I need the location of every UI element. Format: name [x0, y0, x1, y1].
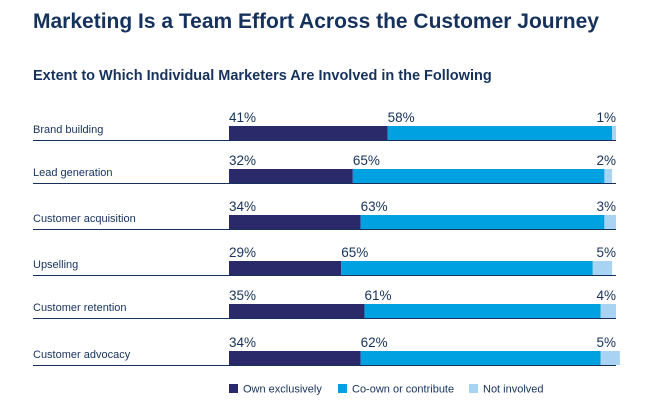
value-label-customer-acquisition-not-involved: 3% [596, 199, 616, 214]
value-label-brand-building-own-exclusively: 41% [229, 110, 256, 125]
bar-customer-acquisition-own-exclusively [229, 215, 361, 229]
legend-swatch-own-exclusively [229, 384, 238, 393]
value-label-customer-acquisition-co-own-or-contribute: 63% [361, 199, 388, 214]
value-label-upselling-co-own-or-contribute: 65% [341, 245, 368, 260]
legend-label-own-exclusively: Own exclusively [243, 384, 322, 396]
bar-customer-acquisition-co-own-or-contribute [360, 215, 605, 229]
bar-customer-retention-own-exclusively [229, 304, 365, 318]
bar-customer-advocacy-own-exclusively [229, 351, 361, 365]
category-label-customer-acquisition: Customer acquisition [33, 213, 136, 225]
value-label-customer-acquisition-own-exclusively: 34% [229, 199, 256, 214]
value-label-upselling-not-involved: 5% [596, 245, 616, 260]
value-label-customer-advocacy-co-own-or-contribute: 62% [361, 335, 388, 350]
legend-swatch-co-own-or-contribute [338, 384, 347, 393]
bar-brand-building-not-involved [612, 126, 616, 140]
legend-swatch-not-involved [469, 384, 478, 393]
bar-customer-retention-not-involved [600, 304, 616, 318]
bar-customer-retention-co-own-or-contribute [364, 304, 601, 318]
value-label-lead-generation-not-involved: 2% [596, 153, 616, 168]
value-label-brand-building-co-own-or-contribute: 58% [388, 110, 415, 125]
bar-customer-acquisition-not-involved [604, 215, 616, 229]
category-label-lead-generation: Lead generation [33, 167, 113, 179]
value-label-customer-retention-own-exclusively: 35% [229, 288, 256, 303]
bar-customer-advocacy-co-own-or-contribute [360, 351, 601, 365]
category-label-customer-retention: Customer retention [33, 302, 127, 314]
bar-lead-generation-co-own-or-contribute [352, 169, 605, 183]
value-label-customer-retention-co-own-or-contribute: 61% [364, 288, 391, 303]
bar-brand-building-own-exclusively [229, 126, 388, 140]
bar-upselling-own-exclusively [229, 261, 342, 275]
value-label-upselling-own-exclusively: 29% [229, 245, 256, 260]
category-label-customer-advocacy: Customer advocacy [33, 349, 131, 361]
value-label-customer-advocacy-not-involved: 5% [596, 335, 616, 350]
category-label-brand-building: Brand building [33, 124, 103, 136]
bar-customer-advocacy-not-involved [600, 351, 620, 365]
value-label-customer-retention-not-involved: 4% [596, 288, 616, 303]
value-label-customer-advocacy-own-exclusively: 34% [229, 335, 256, 350]
legend-label-not-involved: Not involved [483, 384, 544, 396]
chart-subtitle: Extent to Which Individual Marketers Are… [33, 68, 492, 84]
bar-lead-generation-own-exclusively [229, 169, 353, 183]
value-label-lead-generation-own-exclusively: 32% [229, 153, 256, 168]
bar-upselling-co-own-or-contribute [341, 261, 593, 275]
bar-upselling-not-involved [592, 261, 613, 275]
bar-brand-building-co-own-or-contribute [387, 126, 613, 140]
chart-title: Marketing Is a Team Effort Across the Cu… [33, 10, 599, 33]
bar-lead-generation-not-involved [604, 169, 613, 183]
legend-label-co-own-or-contribute: Co-own or contribute [352, 384, 454, 396]
value-label-lead-generation-co-own-or-contribute: 65% [353, 153, 380, 168]
value-label-brand-building-not-involved: 1% [596, 110, 616, 125]
category-label-upselling: Upselling [33, 259, 78, 271]
